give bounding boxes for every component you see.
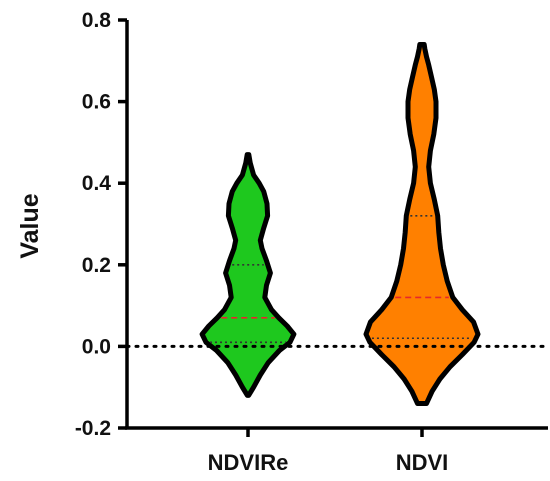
x-category-label: NDVI [396,450,449,475]
y-tick-label: 0.8 [82,9,112,32]
y-axis: -0.2 0.0 0.2 0.4 0.6 0.8 [75,9,129,440]
y-axis-title: Value [16,193,44,258]
y-tick-label: 0.2 [82,254,111,277]
x-axis: NDVIRe NDVI [125,426,548,475]
violin-ndvire [199,152,297,398]
violin-ndvi [363,42,481,406]
y-tick-label: -0.2 [75,417,111,440]
plot-area [125,42,550,406]
y-tick-label: 0.0 [82,335,111,358]
y-tick-label: 0.6 [82,91,111,114]
x-category-label: NDVIRe [208,450,289,475]
y-tick-label: 0.4 [82,172,112,195]
